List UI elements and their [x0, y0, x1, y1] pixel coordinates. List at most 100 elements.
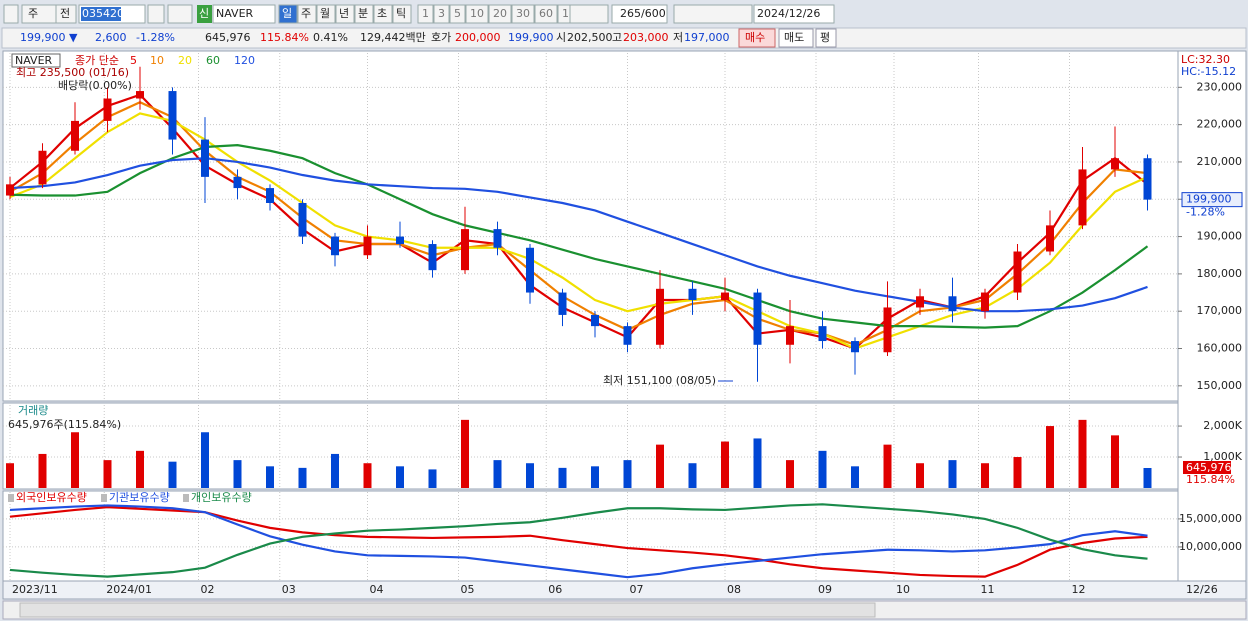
interval-button[interactable] [316, 4, 336, 24]
high-label: 고 [612, 31, 622, 44]
interval-button[interactable] [392, 4, 412, 24]
avg-button[interactable] [815, 28, 837, 48]
count-max: /600 [641, 7, 666, 20]
volume-bar [656, 444, 664, 488]
candle-body [688, 288, 697, 301]
low-label: 저 [673, 31, 683, 44]
minute-button[interactable] [511, 4, 535, 24]
candle-body [526, 247, 534, 293]
y-tick-label: 2,000K [1203, 419, 1242, 432]
volume-bar [623, 460, 632, 488]
interval-button[interactable] [335, 4, 355, 24]
moving-average [9, 157, 1148, 313]
x-tick-label: 12 [1072, 583, 1086, 596]
candle-body [201, 139, 209, 177]
x-tick-label: 2023/11 [12, 583, 58, 596]
legend-name: NAVER [15, 54, 53, 67]
moving-average [9, 144, 1149, 329]
legend-title: 종가 단순 [75, 54, 119, 67]
buy-button[interactable] [738, 28, 776, 48]
volume-bar [298, 467, 307, 488]
candle-body [1078, 169, 1087, 226]
x-tick-label: 2024/01 [106, 583, 152, 596]
volume-bar [1046, 426, 1054, 488]
new-badge-bg[interactable] [197, 5, 212, 23]
current-price-box [1181, 192, 1243, 208]
legend-name-box [11, 53, 61, 68]
candle-body [1046, 225, 1054, 252]
legend-entry: 10 [150, 54, 164, 67]
volume-bar [818, 450, 827, 488]
holdings-panel [2, 490, 1179, 582]
volume: 645,976 [205, 31, 251, 44]
prev-button[interactable] [55, 4, 77, 24]
candle-body [6, 184, 14, 196]
volume-bar [526, 463, 534, 488]
info-bg [1, 27, 1247, 49]
x-end-label: 12/26 [1186, 583, 1218, 596]
interval-button[interactable] [373, 4, 393, 24]
minute-button[interactable] [534, 4, 558, 24]
high: 203,000 [623, 31, 669, 44]
dropdown[interactable] [569, 4, 609, 24]
volume-bar [851, 466, 859, 488]
minute-button[interactable] [417, 4, 434, 24]
volume-bar [103, 460, 112, 488]
candle-body [493, 229, 502, 248]
volume-rate: 115.84% [1186, 473, 1235, 486]
y-tick-label: 210,000 [1197, 155, 1243, 168]
date-box[interactable] [753, 4, 835, 24]
x-tick-label: 10 [896, 583, 910, 596]
interval-button[interactable] [297, 4, 317, 24]
minute-label: 1 [422, 7, 429, 20]
candle-body [851, 341, 859, 353]
sound-button[interactable] [167, 4, 193, 24]
icon[interactable] [3, 4, 19, 24]
candle-body [266, 188, 274, 203]
y-tick-label: 170,000 [1197, 304, 1243, 317]
sell-button[interactable] [778, 28, 814, 48]
count: 265 [620, 7, 641, 20]
name-input[interactable] [212, 4, 276, 24]
candle-body [591, 314, 599, 327]
y-tick-label: 1,000K [1203, 450, 1242, 463]
period-label: 주 [28, 7, 38, 20]
tool-icons[interactable] [673, 4, 753, 24]
hc-label: HC:-15.12 [1181, 65, 1236, 78]
price: 199,900 ▼ [20, 31, 78, 44]
holdings-line [9, 503, 1148, 578]
current-price: 199,900 [1186, 193, 1232, 206]
interval-button[interactable] [354, 4, 374, 24]
candle-body [948, 296, 957, 312]
count-box[interactable] [611, 4, 668, 24]
candle-body [331, 236, 339, 256]
open: 202,500 [567, 31, 613, 44]
minute-button[interactable] [465, 4, 489, 24]
volume-bar [1078, 419, 1087, 488]
x-tick-label: 07 [630, 583, 644, 596]
volume-bar [1013, 457, 1022, 488]
bid: 199,900 [508, 31, 554, 44]
minute-button[interactable] [488, 4, 512, 24]
y-tick-label: 180,000 [1197, 267, 1243, 280]
minute-button[interactable] [449, 4, 466, 24]
volume-bar [428, 469, 437, 488]
amount: 129,442백만 [360, 31, 426, 44]
candle-body [71, 120, 79, 151]
change-rate: -1.28% [136, 31, 175, 44]
candle-body [883, 307, 892, 353]
code-selection [81, 7, 121, 21]
minute-button[interactable] [433, 4, 450, 24]
scroll-thumb[interactable] [19, 602, 876, 618]
volume-title: 거래량 [18, 404, 48, 417]
x-tick-label: 03 [282, 583, 296, 596]
volume-bar [71, 432, 79, 488]
interval-button[interactable] [278, 4, 298, 24]
volume-subtitle: 645,976주(115.84%) [8, 418, 121, 431]
candle-body [396, 236, 404, 245]
candle-body [461, 229, 469, 271]
search-button[interactable] [147, 4, 165, 24]
x-tick-label: 08 [727, 583, 741, 596]
candle-body [168, 91, 177, 140]
candle-body [1111, 158, 1119, 170]
